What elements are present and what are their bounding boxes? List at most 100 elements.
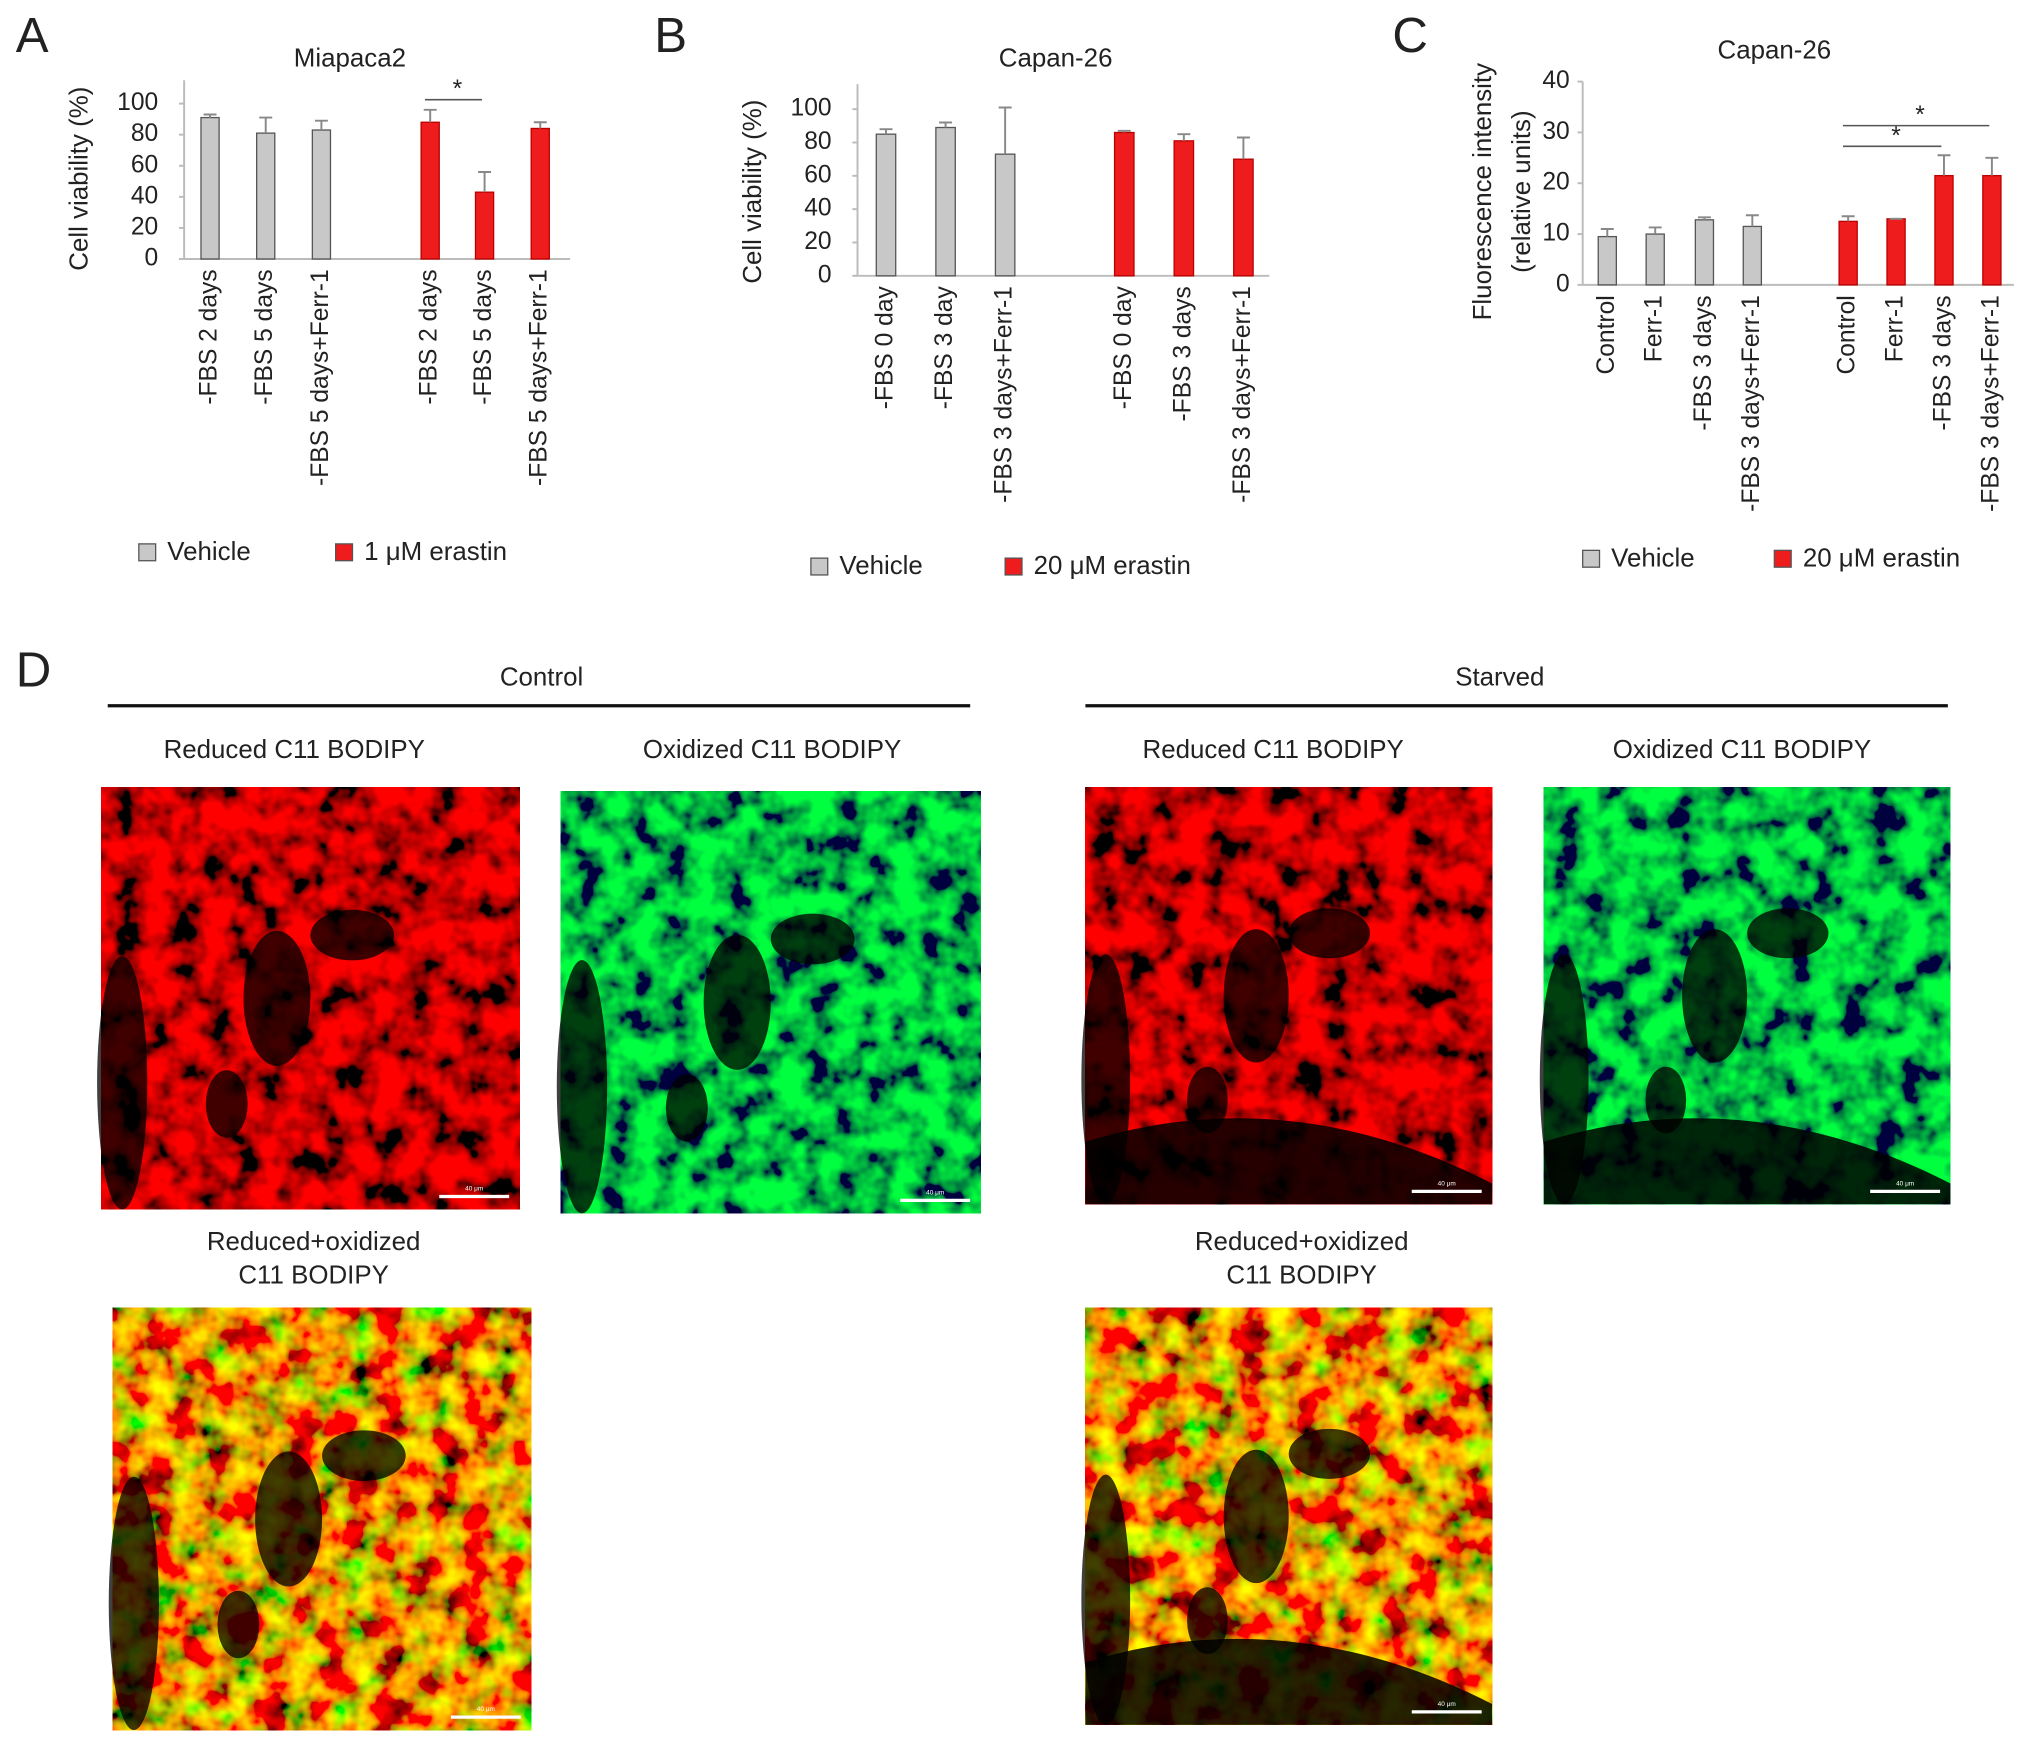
error-bar: [533, 121, 547, 129]
significance-star: *: [1915, 102, 1925, 129]
x-tick-label: -FBS 3 day: [931, 285, 958, 409]
x-tick-label: -FBS 0 day: [872, 285, 899, 409]
y-axis-label: Cell viability (%): [65, 87, 93, 271]
y-tick-label: 40: [1542, 67, 1569, 94]
y-axis-label: Fluorescence intensity: [1469, 63, 1497, 320]
dark-region: [1085, 1638, 1493, 1725]
dark-region: [1085, 1118, 1493, 1205]
bar: [530, 127, 550, 260]
legend-swatch: [810, 557, 829, 576]
bar: [1233, 158, 1254, 277]
y-tick-label: 100: [117, 89, 158, 116]
bar: [420, 121, 440, 260]
y-tick-label: 0: [1556, 270, 1570, 297]
image-label: Reduced C11 BODIPY: [164, 736, 425, 764]
x-tick-label: -FBS 3 days+Ferr-1: [1738, 295, 1765, 512]
dark-region: [1187, 1587, 1228, 1654]
chart-title: Miapaca2: [294, 44, 406, 72]
legend-label: Vehicle: [167, 538, 250, 566]
legend-swatch: [1582, 549, 1601, 568]
y-tick-label: 20: [804, 228, 831, 255]
image-label: Oxidized C11 BODIPY: [1613, 736, 1871, 764]
bar: [256, 132, 276, 260]
x-tick-label: -FBS 2 days: [416, 269, 443, 404]
chart-title: Capan-26: [1718, 37, 1832, 65]
group-title: Control: [500, 663, 583, 691]
y-tick-label: 60: [131, 151, 158, 178]
dark-region: [108, 1476, 159, 1731]
bar: [1742, 225, 1763, 286]
x-tick-label: Ferr-1: [1882, 295, 1909, 362]
bar: [994, 153, 1016, 277]
chart-title: Capan-26: [999, 44, 1113, 72]
y-tick-label: 30: [1542, 118, 1569, 145]
bar: [1934, 174, 1954, 286]
legend-label: 1 μM erastin: [364, 538, 507, 566]
dark-region: [1187, 1066, 1228, 1134]
x-tick-label: Ferr-1: [1641, 295, 1668, 362]
x-tick-label: Control: [1834, 295, 1861, 374]
error-bar: [259, 116, 273, 134]
dark-region: [1223, 1449, 1289, 1584]
panel-letter: D: [16, 642, 52, 697]
legend-label: 20 μM erastin: [1034, 552, 1191, 580]
image-label: Oxidized C11 BODIPY: [643, 736, 901, 764]
dark-region: [205, 1070, 248, 1138]
significance-star: *: [453, 76, 463, 103]
bar: [1645, 233, 1665, 286]
image-label: C11 BODIPY: [1226, 1262, 1377, 1290]
panel-letter: C: [1392, 8, 1428, 63]
error-bar: [203, 113, 217, 118]
scale-bar-label: 40 μm: [477, 1706, 495, 1713]
dark-region: [255, 1451, 323, 1587]
bar: [935, 126, 956, 277]
bar: [1597, 235, 1618, 286]
error-bar: [478, 170, 492, 193]
dark-region: [1288, 908, 1371, 959]
image-label: Reduced+oxidized: [1195, 1228, 1409, 1256]
y-tick-label: 20: [1542, 169, 1569, 196]
legend-label: Vehicle: [1611, 544, 1694, 572]
panel-letter: A: [16, 8, 49, 63]
x-tick-label: -FBS 5 days: [251, 269, 278, 404]
legend-swatch: [1773, 549, 1792, 568]
y-tick-label: 0: [818, 261, 832, 288]
x-tick-label: -FBS 3 days: [1690, 295, 1717, 430]
error-bar: [1117, 129, 1131, 133]
x-tick-label: -FBS 5 days+Ferr-1: [307, 269, 334, 486]
y-tick-label: 40: [131, 182, 158, 209]
bar: [311, 129, 332, 260]
bar: [474, 191, 495, 260]
image-label: Reduced+oxidized: [207, 1228, 421, 1256]
error-bar: [1236, 136, 1250, 160]
y-axis-label: (relative units): [1508, 110, 1536, 273]
error-bar: [939, 121, 953, 128]
panel-letter: B: [654, 8, 687, 63]
error-bar: [1177, 133, 1191, 141]
scale-bar-label: 40 μm: [1438, 1180, 1456, 1187]
error-bar: [423, 108, 437, 123]
bar: [875, 133, 897, 277]
error-bar: [1600, 228, 1614, 237]
dark-region: [310, 909, 395, 961]
y-tick-label: 0: [145, 244, 159, 271]
x-tick-label: -FBS 5 days+Ferr-1: [526, 269, 553, 486]
y-tick-label: 100: [791, 95, 832, 122]
error-bar: [1745, 214, 1759, 227]
legend-label: 20 μM erastin: [1803, 544, 1960, 572]
scale-bar-label: 40 μm: [465, 1185, 483, 1192]
scale-bar-label: 40 μm: [1438, 1701, 1456, 1708]
bar: [1838, 220, 1858, 286]
y-tick-label: 80: [131, 120, 158, 147]
legend-swatch: [335, 543, 354, 562]
dark-region: [322, 1430, 406, 1481]
error-bar: [879, 128, 893, 135]
y-tick-label: 60: [804, 161, 831, 188]
error-bar: [1648, 226, 1662, 235]
dark-region: [243, 930, 311, 1066]
x-tick-label: -FBS 3 days+Ferr-1: [1977, 295, 2004, 512]
error-bar: [998, 106, 1012, 155]
group-title: Starved: [1455, 663, 1544, 691]
bar: [200, 116, 220, 260]
